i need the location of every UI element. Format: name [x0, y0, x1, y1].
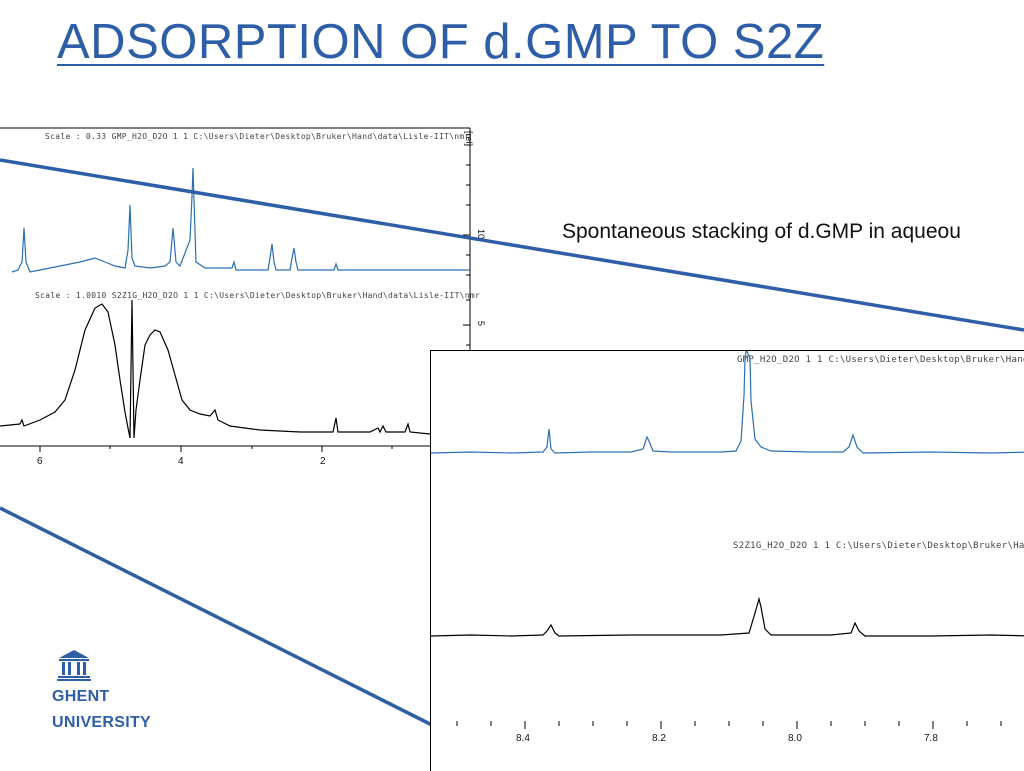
left-x-tick-6: 6 — [37, 456, 43, 467]
left-x-tick-4: 4 — [178, 456, 184, 467]
slide-caption: Spontaneous stacking of d.GMP in aqueou — [562, 220, 961, 243]
inset-black-spectrum — [431, 596, 1024, 637]
inset-blue-spectrum — [431, 351, 1024, 454]
inset-x-tick-8-0: 8.0 — [788, 733, 802, 744]
inset-spectrum-graphics — [431, 351, 1024, 729]
inset-spectrum-panel: GMP_H2O_D2O 1 1 C:\Users\Dieter\Desktop\… — [430, 350, 1024, 771]
inset-header-top: GMP_H2O_D2O 1 1 C:\Users\Dieter\Desktop\… — [737, 355, 1024, 365]
logo-line-ghent: GHENT — [52, 688, 110, 705]
left-black-spectrum — [0, 299, 431, 439]
inset-x-tick-8-4: 8.4 — [516, 733, 530, 744]
inset-x-tick-8-2: 8.2 — [652, 733, 666, 744]
university-building-icon — [57, 650, 91, 681]
zoom-connector-top — [0, 158, 1024, 332]
left-spectrum-header-top: Scale : 0.33 GMP_H2O_D2O 1 1 C:\Users\Di… — [45, 132, 470, 141]
inset-header-bottom: S2Z1G_H2O_D2O 1 1 C:\Users\Dieter\Deskto… — [733, 541, 1024, 551]
left-blue-spectrum — [11, 167, 470, 273]
logo-line-university: UNIVERSITY — [52, 714, 152, 731]
inset-x-tick-7-8: 7.8 — [924, 733, 938, 744]
zoom-connector-bottom — [0, 506, 433, 727]
left-spectrum-header-bottom: Scale : 1.0010 S2Z1G_H2O_D2O 1 1 C:\User… — [35, 291, 481, 300]
left-x-tick-2: 2 — [320, 456, 326, 467]
left-right-axis-ticks — [463, 144, 470, 346]
left-x-axis-ticks — [39, 446, 393, 452]
slide-title: ADSORPTION OF d.GMP TO S2Z — [57, 15, 825, 69]
university-logo: GHENT UNIVERSITY — [52, 648, 151, 738]
inset-x-axis-ticks — [456, 721, 1002, 729]
left-spectrum-panel: Scale : 0.33 GMP_H2O_D2O 1 1 C:\Users\Di… — [0, 125, 490, 475]
